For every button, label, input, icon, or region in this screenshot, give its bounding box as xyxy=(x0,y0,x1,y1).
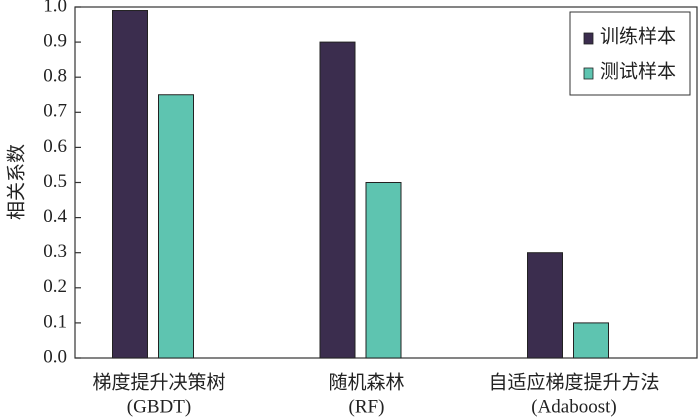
legend-box xyxy=(569,11,691,96)
x-tick-label: 梯度提升决策树 xyxy=(92,371,225,393)
bar xyxy=(319,41,356,359)
y-tick-label: 0.8 xyxy=(43,66,67,87)
bar xyxy=(365,182,402,359)
y-tick-label: 0.0 xyxy=(43,346,67,367)
x-tick-label: 自适应梯度提升方法 xyxy=(488,371,659,393)
legend-label: 训练样本 xyxy=(600,25,676,47)
y-tick-label: 0.1 xyxy=(43,311,67,332)
y-tick-label: 0.5 xyxy=(43,171,67,192)
x-tick-label: (RF) xyxy=(349,396,385,417)
y-tick-label: 0.9 xyxy=(43,30,67,51)
x-tick-label: (GBDT) xyxy=(127,396,191,417)
y-tick-label: 0.7 xyxy=(43,101,67,122)
legend-swatch xyxy=(583,32,594,45)
y-axis-label: 相关系数 xyxy=(5,144,27,220)
legend-swatch xyxy=(583,67,594,80)
y-tick-label: 0.4 xyxy=(43,206,67,227)
bar xyxy=(527,252,563,359)
x-tick-label: (Adaboost) xyxy=(531,396,616,417)
bar xyxy=(573,322,609,359)
bar xyxy=(158,94,194,359)
y-tick-label: 0.6 xyxy=(43,136,67,157)
bar xyxy=(112,10,148,359)
y-tick-label: 0.2 xyxy=(43,276,67,297)
y-tick-label: 0.3 xyxy=(43,241,67,262)
legend-label: 测试样本 xyxy=(600,60,676,82)
x-tick-label: 随机森林 xyxy=(328,371,404,393)
y-tick-label: 1.0 xyxy=(43,0,67,16)
